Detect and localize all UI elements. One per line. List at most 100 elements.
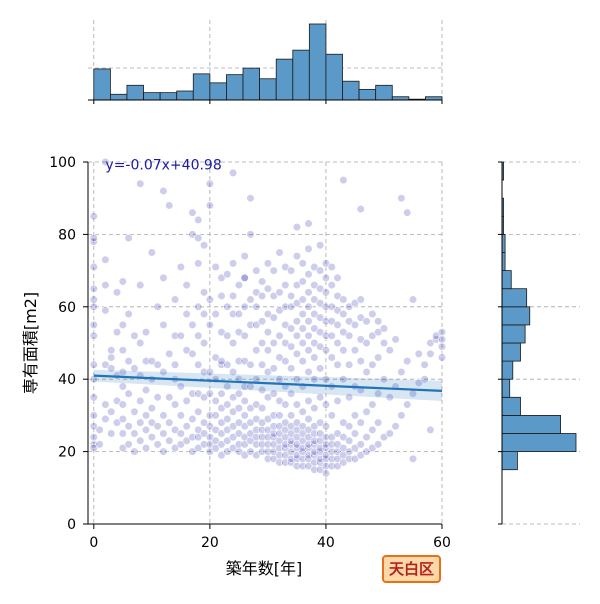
scatter-point	[321, 259, 331, 268]
scatter-point	[333, 440, 342, 449]
scatter-point	[304, 451, 313, 460]
x-tick-label: 60	[433, 535, 451, 551]
scatter-point	[356, 295, 365, 304]
scatter-point	[437, 335, 447, 344]
y-histogram-bar	[501, 324, 526, 344]
scatter-point	[298, 309, 307, 319]
scatter-point	[292, 252, 302, 261]
scatter-point	[211, 262, 220, 272]
scatter-point	[350, 346, 360, 355]
scatter-point	[321, 346, 331, 355]
scatter-point	[199, 367, 209, 377]
scatter-point	[356, 204, 365, 214]
scatter-point	[345, 317, 354, 326]
scatter-point	[339, 309, 348, 319]
scatter-point	[287, 302, 296, 311]
scatter-point	[252, 400, 261, 409]
scatter-point	[205, 422, 214, 431]
scatter-point	[356, 451, 365, 460]
scatter-point	[321, 375, 331, 384]
scatter-point	[240, 396, 249, 406]
scatter-point	[118, 346, 127, 355]
scatter-point	[130, 364, 139, 373]
scatter-point	[194, 233, 203, 243]
scatter-point	[107, 364, 116, 373]
scatter-point	[228, 291, 238, 301]
scatter-point	[199, 429, 209, 438]
scatter-point	[223, 382, 232, 391]
scatter-point	[263, 328, 273, 337]
scatter-point	[118, 320, 127, 330]
scatter-point	[107, 407, 116, 416]
scatter-point	[240, 411, 249, 420]
scatter-point	[292, 440, 302, 449]
scatter-point	[194, 425, 203, 434]
scatter-point	[379, 433, 389, 442]
scatter-point	[310, 458, 319, 467]
scatter-point	[124, 309, 133, 319]
scatter-point	[316, 328, 325, 337]
scatter-point	[310, 262, 319, 272]
scatter-point	[182, 396, 191, 406]
scatter-point	[240, 440, 249, 449]
scatter-point	[263, 447, 273, 456]
scatter-point	[339, 328, 348, 337]
scatter-point	[362, 407, 371, 416]
scatter-point	[287, 436, 296, 445]
scatter-point	[205, 179, 214, 188]
scatter-point	[101, 400, 110, 409]
scatter-point	[275, 451, 284, 460]
scatter-point	[327, 461, 336, 471]
scatter-point	[240, 433, 249, 442]
scatter-point	[89, 443, 98, 453]
scatter-point	[141, 357, 151, 366]
scatter-point	[188, 433, 197, 442]
scatter-point	[292, 375, 302, 384]
scatter-point	[339, 433, 348, 442]
scatter-point	[374, 317, 383, 326]
scatter-point	[240, 422, 249, 431]
scatter-point	[321, 302, 331, 311]
scatter-point	[287, 411, 296, 420]
scatter-point	[292, 461, 302, 471]
scatter-point	[136, 280, 145, 290]
scatter-point	[281, 262, 290, 272]
scatter-point	[316, 364, 325, 373]
scatter-point	[304, 346, 313, 355]
scatter-point	[124, 233, 133, 243]
scatter-point	[89, 284, 98, 293]
scatter-point	[281, 302, 290, 311]
scatter-plot-area: y=-0.07x+40.98 0 20 40 60 0 20 40 60 80 100	[49, 155, 451, 551]
scatter-point	[269, 389, 278, 398]
scatter-point	[304, 396, 313, 406]
scatter-point	[252, 288, 261, 297]
y-tick-label: 40	[58, 372, 76, 388]
scatter-point	[234, 418, 243, 427]
scatter-point	[298, 357, 307, 366]
scatter-point	[356, 418, 365, 427]
y-histogram-bar	[501, 306, 531, 326]
scatter-point	[310, 295, 319, 304]
scatter-point	[298, 407, 307, 416]
scatter-point	[345, 393, 354, 402]
scatter-point	[176, 262, 185, 272]
scatter-point	[118, 277, 127, 286]
scatter-point	[339, 375, 348, 384]
scatter-point	[321, 400, 331, 409]
scatter-point	[252, 302, 261, 311]
scatter-point	[374, 353, 383, 362]
scatter-point	[281, 458, 290, 467]
scatter-point	[217, 328, 226, 337]
scatter-point	[246, 320, 255, 330]
scatter-point	[217, 273, 226, 282]
scatter-point	[437, 353, 447, 362]
scatter-point	[327, 317, 336, 326]
scatter-point	[223, 302, 232, 311]
scatter-point	[252, 346, 261, 355]
scatter-point	[205, 389, 214, 398]
scatter-point	[130, 407, 139, 416]
scatter-point	[420, 360, 429, 369]
scatter-point	[345, 360, 354, 369]
scatter-point	[287, 422, 296, 431]
scatter-point	[281, 440, 290, 449]
